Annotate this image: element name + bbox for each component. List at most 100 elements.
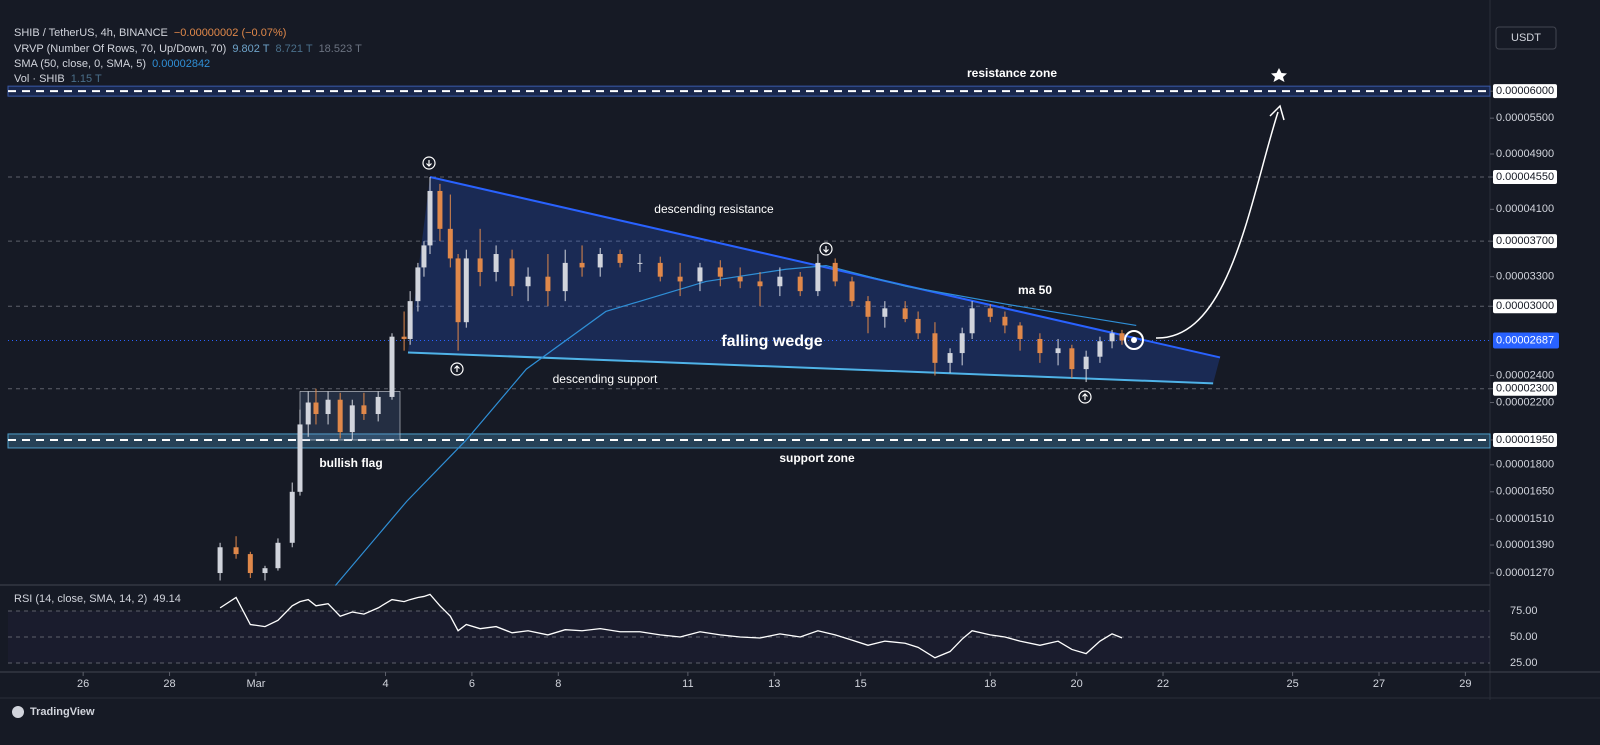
candle-body <box>247 554 253 574</box>
indicator-value: 18.523 T <box>319 43 363 55</box>
indicator-value: 0.00002842 <box>152 58 210 70</box>
annotation: falling wedge <box>721 333 822 350</box>
indicator-value: 1.15 T <box>71 73 102 85</box>
x-tick-label: 4 <box>382 678 388 690</box>
rsi-header: RSI (14, close, SMA, 14, 2) 49.14 <box>14 593 181 605</box>
x-tick-label: 25 <box>1286 678 1298 690</box>
candle-body <box>832 262 838 282</box>
marker-arrow <box>426 160 432 167</box>
y-tick-box <box>1493 299 1557 314</box>
y-tick-label: 0.00002400 <box>1496 369 1554 381</box>
x-tick-label: 20 <box>1071 678 1083 690</box>
y-tick-box <box>1493 169 1557 184</box>
y-tick-label: 0.00001510 <box>1496 513 1554 525</box>
title: SHIB / TetherUS, 4h, BINANCE <box>14 27 168 39</box>
currency[interactable]: USDT <box>1511 32 1541 44</box>
y-tick-label: 0.00004550 <box>1496 171 1554 183</box>
candle-body <box>525 276 531 287</box>
candle-body <box>297 424 303 492</box>
candle-body <box>657 262 663 277</box>
candle-body <box>361 405 367 415</box>
breakout-dot <box>1131 337 1137 343</box>
candle-body <box>1055 348 1061 354</box>
x-tick-label: 13 <box>768 678 780 690</box>
y-tick-label: 0.00003300 <box>1496 271 1554 283</box>
candle-body <box>233 547 239 555</box>
indicator-name: SMA (50, close, 0, SMA, 5) <box>14 58 146 70</box>
candle-body <box>455 258 461 323</box>
candle-body <box>562 262 568 292</box>
annotation: descending resistance <box>654 202 774 216</box>
resistance-zone <box>7 85 1491 97</box>
marker-arrow <box>454 365 460 372</box>
candle-body <box>401 336 407 339</box>
x-tick-label: 8 <box>555 678 561 690</box>
rsi-tick-label: 50.00 <box>1510 631 1538 643</box>
target-arrowhead <box>1269 104 1285 121</box>
x-tick-label: Mar <box>246 678 265 690</box>
indicator-name: VRVP (Number Of Rows, 70, Up/Down, 70) <box>14 43 226 55</box>
annotation: support zone <box>779 451 855 465</box>
candle-body <box>447 228 453 259</box>
marker-icon <box>1078 390 1092 404</box>
x-tick-label: 18 <box>984 678 996 690</box>
change: −0.00000002 (−0.07%) <box>174 27 287 39</box>
y-tick-box <box>1493 381 1557 396</box>
candle-body <box>1119 333 1125 341</box>
candle-body <box>305 402 311 425</box>
candle-body <box>493 254 499 273</box>
support-zone <box>7 433 1491 449</box>
x-tick-label: 15 <box>855 678 867 690</box>
candle-body <box>427 190 433 246</box>
candle-body <box>959 333 965 354</box>
x-tick-label: 26 <box>77 678 89 690</box>
currency-box[interactable] <box>1495 26 1557 50</box>
candle-body <box>637 262 643 264</box>
marker-arrow <box>1082 393 1088 400</box>
breakout-ring <box>1124 330 1144 350</box>
candle-body <box>697 267 703 282</box>
candle-body <box>289 491 295 543</box>
y-tick-box <box>1493 234 1557 249</box>
candle-body <box>915 318 921 334</box>
y-tick-label: 0.00001270 <box>1496 567 1554 579</box>
rsi-tick-label: 25.00 <box>1510 657 1538 669</box>
y-tick-label: 0.00003700 <box>1496 235 1554 247</box>
x-tick-label: 22 <box>1157 678 1169 690</box>
x-tick-label: 27 <box>1373 678 1385 690</box>
candle-body <box>389 336 395 397</box>
candle-body <box>477 258 483 273</box>
x-tick-label: 11 <box>682 678 693 690</box>
candle-body <box>407 301 413 339</box>
candle-body <box>313 402 319 415</box>
annotation: descending support <box>553 372 658 386</box>
indicator-sma: SMA (50, close, 0, SMA, 5) 0.00002842 <box>14 58 210 70</box>
candle-body <box>463 258 469 323</box>
y-tick-label: 0.00005500 <box>1496 112 1554 124</box>
y-tick-label: 0.00001950 <box>1496 434 1554 446</box>
x-tick-label: 29 <box>1459 678 1471 690</box>
candle-body <box>509 258 515 287</box>
candle-body <box>815 262 821 292</box>
rsi-line <box>219 593 1123 659</box>
candle-body <box>1097 341 1103 357</box>
candle-body <box>349 405 355 433</box>
y-tick-label: 0.00002200 <box>1496 396 1554 408</box>
candle-body <box>865 301 871 317</box>
candle-body <box>375 396 381 415</box>
candle-body <box>757 281 763 287</box>
candle-body <box>545 276 551 292</box>
candle-body <box>415 267 421 302</box>
candle-body <box>717 267 723 277</box>
candle-body <box>1109 333 1115 342</box>
marker-arrow <box>823 246 829 253</box>
candle-body <box>597 254 603 268</box>
candle-body <box>579 262 585 268</box>
marker-icon <box>422 156 436 170</box>
candle-body <box>437 190 443 229</box>
last-price-label: 0.00002687 <box>1496 334 1554 346</box>
x-tick-label: 6 <box>469 678 475 690</box>
